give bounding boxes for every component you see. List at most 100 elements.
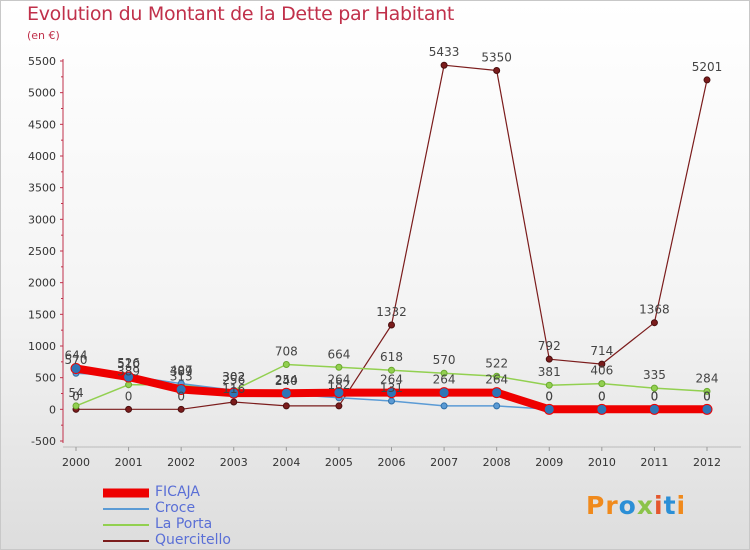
data-label-croce: 302 <box>222 370 245 384</box>
data-point-ficaja <box>543 403 555 415</box>
data-label-quercitello: 5350 <box>481 51 512 65</box>
data-point-la-porta <box>703 387 711 395</box>
x-tick-label: 2008 <box>483 456 511 469</box>
x-tick-label: 2006 <box>378 456 406 469</box>
data-point-la-porta <box>125 381 133 389</box>
y-tick-label: 2000 <box>28 277 56 290</box>
data-label-ficaja: 313 <box>170 370 193 384</box>
data-point-ficaja <box>596 403 608 415</box>
data-label-quercitello: 5201 <box>692 60 723 74</box>
data-label-quercitello: 0 <box>125 389 133 403</box>
data-label-croce: 0 <box>651 389 659 403</box>
data-point-ficaja <box>280 387 292 399</box>
data-label-quercitello: 0 <box>177 389 185 403</box>
data-label-la-porta: 284 <box>696 371 719 385</box>
data-label-la-porta: 381 <box>538 365 561 379</box>
data-point-la-porta <box>545 381 553 389</box>
legend-swatch-la-porta <box>103 524 149 526</box>
x-tick-label: 2009 <box>535 456 563 469</box>
data-label-ficaja: 256 <box>222 373 245 387</box>
data-point-quercitello <box>545 355 553 363</box>
data-point-quercitello <box>282 402 290 410</box>
data-label-croce: 131 <box>380 381 403 395</box>
data-label-la-porta: 522 <box>485 356 508 370</box>
data-point-ficaja <box>386 387 397 399</box>
data-label-ficaja: 510 <box>117 357 140 371</box>
x-tick-label: 2001 <box>115 456 143 469</box>
data-label-quercitello: 1368 <box>639 303 670 317</box>
data-point-croce <box>493 402 501 410</box>
y-tick-label: 3500 <box>28 182 56 195</box>
data-point-la-porta <box>388 366 395 374</box>
data-point-la-porta <box>440 369 448 377</box>
data-labels: 644 510 313 256 254 264 264 264 264 0 0 0 0 570 526 407… <box>65 45 723 403</box>
x-tick-label: 2000 <box>62 456 90 469</box>
y-tick-label: -500 <box>31 435 56 448</box>
data-label-la-porta: 54 <box>68 386 83 400</box>
data-label-croce: 0 <box>545 389 553 403</box>
data-point-la-porta <box>72 402 80 410</box>
series-lines <box>70 61 713 415</box>
data-label-ficaja: 264 <box>380 373 403 387</box>
data-label-ficaja: 0 <box>651 389 659 403</box>
data-point-ficaja <box>701 403 713 415</box>
data-label-la-porta: 618 <box>380 350 403 364</box>
data-label-croce: 0 <box>703 389 711 403</box>
data-point-la-porta <box>598 380 606 388</box>
data-point-quercitello <box>598 360 606 368</box>
data-label-la-porta: 389 <box>170 365 193 379</box>
logo-letter: t <box>663 491 677 520</box>
data-label-ficaja: 0 <box>703 389 711 403</box>
x-tick-label: 2012 <box>693 456 721 469</box>
data-point-ficaja <box>175 384 187 396</box>
legend-swatch-croce <box>103 508 149 510</box>
x-tick-label: 2003 <box>220 456 248 469</box>
data-label-croce: 407 <box>170 364 193 378</box>
data-label-la-porta: 302 <box>222 370 245 384</box>
x-tick-label: 2007 <box>430 456 458 469</box>
data-point-la-porta <box>493 372 501 380</box>
data-point-ficaja <box>70 363 82 375</box>
data-point-la-porta <box>335 363 343 371</box>
data-point-quercitello <box>177 405 185 413</box>
logo-letter: i <box>654 491 664 520</box>
data-label-la-porta: 570 <box>433 353 456 367</box>
data-point-quercitello <box>493 67 501 74</box>
logo-letter: o <box>618 491 637 520</box>
data-point-croce <box>388 397 395 405</box>
x-tick-label: 2011 <box>640 456 668 469</box>
x-tick-label: 2005 <box>325 456 353 469</box>
logo-letter: x <box>636 491 654 520</box>
y-tick-label: 4500 <box>28 118 56 131</box>
y-tick-label: 0 <box>49 403 56 416</box>
data-label-la-porta: 389 <box>117 365 140 379</box>
data-label-croce: 240 <box>275 374 298 388</box>
data-label-quercitello: 116 <box>222 382 245 396</box>
data-label-croce: 570 <box>65 353 88 367</box>
x-tick-label: 2002 <box>167 456 195 469</box>
y-tick-label: 500 <box>35 372 56 385</box>
data-point-ficaja <box>333 387 345 399</box>
logo-letter: P <box>586 491 606 520</box>
y-tick-label: 2500 <box>28 245 56 258</box>
y-tick-label: 4000 <box>28 150 56 163</box>
data-point-quercitello <box>440 61 448 69</box>
chart-title: Evolution du Montant de la Dette par Hab… <box>27 3 455 25</box>
legend-swatch-ficaja <box>103 488 149 498</box>
logo-letter: i <box>676 491 687 520</box>
data-label-la-porta: 406 <box>590 364 613 378</box>
data-point-quercitello <box>335 402 343 410</box>
data-point-quercitello <box>703 76 711 84</box>
data-label-la-porta: 335 <box>643 368 666 382</box>
data-label-quercitello: 1332 <box>376 305 407 319</box>
data-label-ficaja: 264 <box>327 373 350 387</box>
axes: -500 0 500 1000 1500 2000 2500 3000 3500 4000 4500… <box>28 55 741 469</box>
data-label-croce: 526 <box>117 356 140 370</box>
y-tick-label: 1500 <box>28 308 56 321</box>
data-point-quercitello <box>125 405 133 413</box>
x-tick-label: 2004 <box>272 456 300 469</box>
data-point-quercitello <box>388 321 395 329</box>
x-tick-label: 2010 <box>588 456 616 469</box>
data-label-ficaja: 0 <box>598 389 606 403</box>
